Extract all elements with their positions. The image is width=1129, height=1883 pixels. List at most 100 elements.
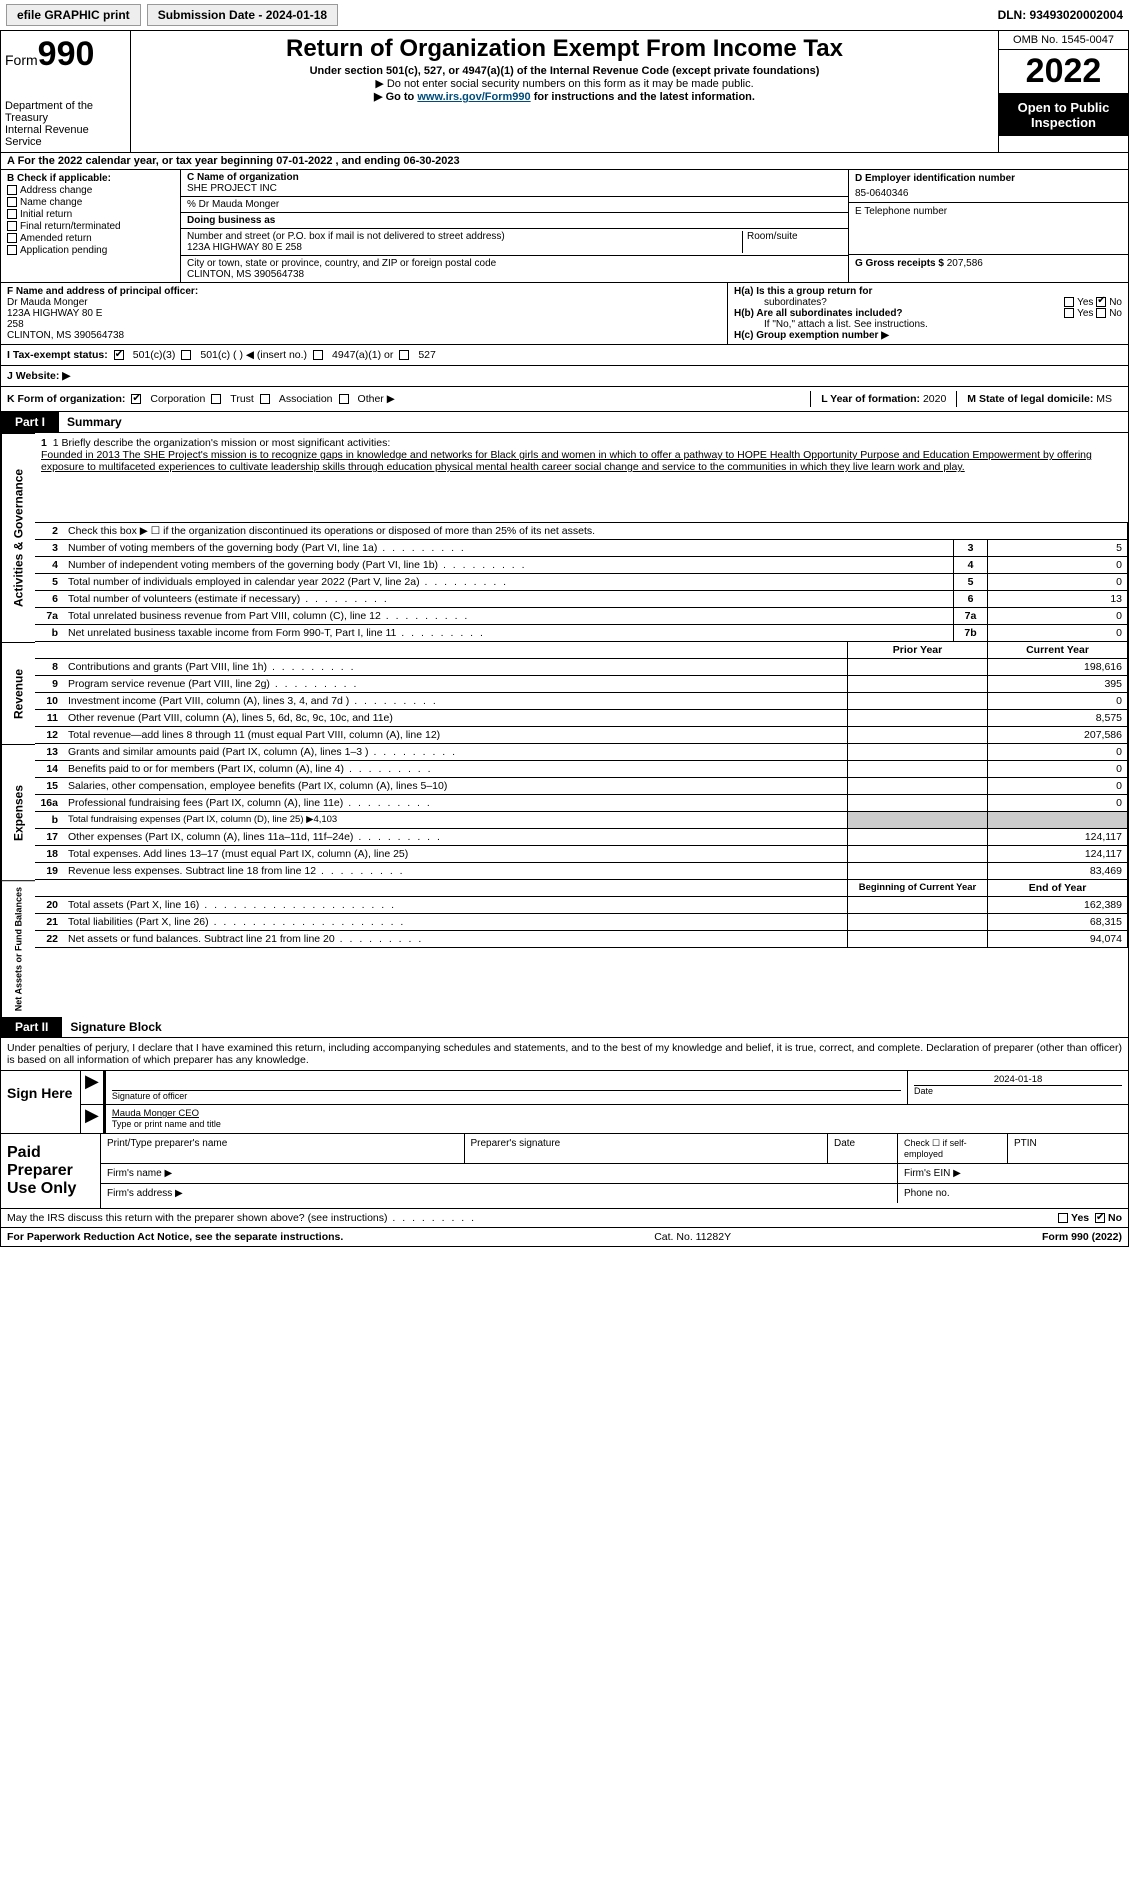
cb-amended-label: Amended return <box>20 233 92 244</box>
prep-ptin: PTIN <box>1008 1134 1128 1163</box>
section-expenses: Expenses 13Grants and similar amounts pa… <box>0 744 1129 880</box>
mission-block: 1 1 Briefly describe the organization's … <box>35 433 1128 523</box>
na-hdr-row: Beginning of Current YearEnd of Year <box>35 880 1128 897</box>
irs-label: Internal Revenue Service <box>5 124 126 148</box>
vlabel-net-assets: Net Assets or Fund Balances <box>1 880 35 1017</box>
sig-officer-row: ▶ Signature of officer 2024-01-18 Date <box>81 1071 1128 1105</box>
col-b-checkboxes: B Check if applicable: Address change Na… <box>1 170 181 282</box>
l10-val: 0 <box>988 693 1128 710</box>
c-name-row: C Name of organization SHE PROJECT INC <box>181 170 848 197</box>
sig-date-label: Date <box>914 1085 1122 1096</box>
exp-table: 13Grants and similar amounts paid (Part … <box>35 744 1128 880</box>
line-8: 8Contributions and grants (Part VIII, li… <box>35 659 1128 676</box>
hb-label: H(b) Are all subordinates included? <box>734 308 903 319</box>
m-value: MS <box>1096 393 1112 405</box>
cb-address-change[interactable]: Address change <box>7 185 174 196</box>
yes-label-2: Yes <box>1077 308 1093 319</box>
l22-val: 94,074 <box>988 931 1128 948</box>
dba-row: Doing business as <box>181 213 848 229</box>
527-label: 527 <box>418 349 436 361</box>
cb-other[interactable] <box>339 394 349 404</box>
l19-desc: Revenue less expenses. Subtract line 18 … <box>63 863 848 880</box>
line-12: 12Total revenue—add lines 8 through 11 (… <box>35 727 1128 744</box>
line-16a: 16aProfessional fundraising fees (Part I… <box>35 795 1128 812</box>
section-revenue: Revenue Prior YearCurrent Year 8Contribu… <box>0 642 1129 744</box>
vlabel-expenses: Expenses <box>1 744 35 880</box>
discuss-yesno: Yes No <box>1058 1212 1122 1224</box>
ha-yes-cb[interactable] <box>1064 297 1074 307</box>
4947-label: 4947(a)(1) or <box>332 349 393 361</box>
l21-desc: Total liabilities (Part X, line 26) <box>63 914 848 931</box>
open-to-public: Open to Public Inspection <box>999 94 1128 136</box>
discuss-no-label: No <box>1108 1212 1122 1224</box>
l16b-desc: Total fundraising expenses (Part IX, col… <box>63 812 848 829</box>
h-block: H(a) Is this a group return for subordin… <box>728 283 1128 344</box>
cb-app-pending[interactable]: Application pending <box>7 245 174 256</box>
l18-val: 124,117 <box>988 846 1128 863</box>
line-15: 15Salaries, other compensation, employee… <box>35 778 1128 795</box>
other-label: Other ▶ <box>358 393 395 405</box>
cb-initial-return[interactable]: Initial return <box>7 209 174 220</box>
sub3-pre: ▶ Go to <box>374 91 417 103</box>
cb-501c3[interactable] <box>114 350 124 360</box>
cb-name-change[interactable]: Name change <box>7 197 174 208</box>
l20-val: 162,389 <box>988 897 1128 914</box>
discuss-yes-cb[interactable] <box>1058 1213 1068 1223</box>
ha-no-cb[interactable] <box>1096 297 1106 307</box>
cb-initial-label: Initial return <box>20 209 72 220</box>
form-990-number: 990 <box>38 35 95 73</box>
gov-table: 2Check this box ▶ ☐ if the organization … <box>35 523 1128 642</box>
l13-desc: Grants and similar amounts paid (Part IX… <box>63 744 848 761</box>
paid-preparer-block: Paid Preparer Use Only Print/Type prepar… <box>0 1134 1129 1209</box>
discuss-yes-label: Yes <box>1071 1212 1089 1224</box>
assoc-label: Association <box>279 393 333 405</box>
section-net-assets: Net Assets or Fund Balances Beginning of… <box>0 880 1129 1017</box>
discuss-no-cb[interactable] <box>1095 1213 1105 1223</box>
care-of-row: % Dr Mauda Monger <box>181 197 848 213</box>
efile-button[interactable]: efile GRAPHIC print <box>6 4 141 26</box>
prep-row-3: Firm's address ▶ Phone no. <box>101 1184 1128 1203</box>
cb-trust[interactable] <box>211 394 221 404</box>
discuss-row: May the IRS discuss this return with the… <box>0 1209 1129 1228</box>
sign-here-label: Sign Here <box>1 1071 81 1133</box>
l16a-val: 0 <box>988 795 1128 812</box>
l20-desc: Total assets (Part X, line 16) <box>63 897 848 914</box>
prep-row-1: Print/Type preparer's name Preparer's si… <box>101 1134 1128 1164</box>
prep-right: Print/Type preparer's name Preparer's si… <box>101 1134 1128 1208</box>
hb-yes-cb[interactable] <box>1064 308 1074 318</box>
cb-amended-return[interactable]: Amended return <box>7 233 174 244</box>
line-18: 18Total expenses. Add lines 13–17 (must … <box>35 846 1128 863</box>
footer: For Paperwork Reduction Act Notice, see … <box>0 1228 1129 1247</box>
yes-label: Yes <box>1077 297 1093 308</box>
l7b-val: 0 <box>988 625 1128 642</box>
l-value: 2020 <box>923 393 946 405</box>
m-cell: M State of legal domicile: MS <box>956 391 1122 407</box>
col-c-org-info: C Name of organization SHE PROJECT INC %… <box>181 170 848 282</box>
k-org-row: K Form of organization: Corporation Trus… <box>0 387 1129 412</box>
firm-phone: Phone no. <box>898 1184 1128 1203</box>
part2-tag: Part II <box>1 1017 62 1037</box>
section-bcd: B Check if applicable: Address change Na… <box>0 170 1129 283</box>
submission-date-button[interactable]: Submission Date - 2024-01-18 <box>147 4 338 26</box>
subtitle-2: ▶ Do not enter social security numbers o… <box>139 77 990 90</box>
sig-name-value: Mauda Monger CEO <box>112 1108 1122 1119</box>
hb-no-cb[interactable] <box>1096 308 1106 318</box>
line-19: 19Revenue less expenses. Subtract line 1… <box>35 863 1128 880</box>
l14-desc: Benefits paid to or for members (Part IX… <box>63 761 848 778</box>
part1-header: Part I Summary <box>0 412 1129 433</box>
cb-527[interactable] <box>399 350 409 360</box>
cb-4947[interactable] <box>313 350 323 360</box>
cb-501c[interactable] <box>181 350 191 360</box>
l18-desc: Total expenses. Add lines 13–17 (must eq… <box>63 846 848 863</box>
cb-assoc[interactable] <box>260 394 270 404</box>
line-4: 4Number of independent voting members of… <box>35 557 1128 574</box>
line-2: 2Check this box ▶ ☐ if the organization … <box>35 523 1128 540</box>
cb-corp[interactable] <box>131 394 141 404</box>
sig-name-row: ▶ Mauda Monger CEO Type or print name an… <box>81 1105 1128 1133</box>
firm-name: Firm's name ▶ <box>101 1164 898 1183</box>
header-left: Form990 Department of the Treasury Inter… <box>1 31 131 152</box>
irs-link[interactable]: www.irs.gov/Form990 <box>417 91 530 103</box>
cb-final-return[interactable]: Final return/terminated <box>7 221 174 232</box>
mission-text: Founded in 2013 The SHE Project's missio… <box>41 449 1122 473</box>
line-7b: bNet unrelated business taxable income f… <box>35 625 1128 642</box>
